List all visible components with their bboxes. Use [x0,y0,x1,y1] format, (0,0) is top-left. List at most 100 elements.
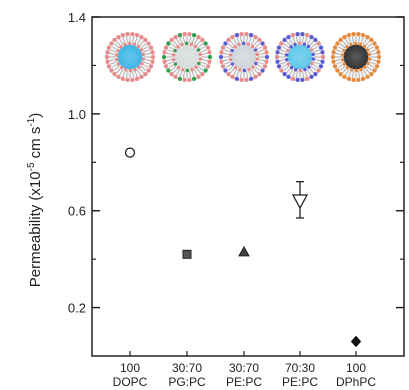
lipid-tail [167,61,174,65]
headgroup-outer [120,33,125,38]
lipid-tail [362,68,367,76]
headgroup-outer [226,37,231,43]
lipid-tail [279,59,287,61]
lipid-tail [140,65,147,71]
vesicle-core-shade [174,44,200,70]
vesicle-icon [104,32,156,82]
lipid-tail [308,67,314,74]
lipid-tail [360,70,364,77]
headgroup-outer [207,59,212,64]
lipid-tail [233,68,238,76]
headgroup-outer [143,37,148,43]
headgroup-outer [135,33,140,38]
x-tick-label-line1: 30:70 [229,361,259,375]
headgroup-outer [376,50,381,55]
lipid-tail [134,70,138,77]
headgroup-outer [169,71,174,77]
headgroup-inner [230,48,234,53]
headgroup-outer [166,68,171,73]
vesicle-icon [330,32,382,82]
ylabel-part-2: cm s [27,127,44,163]
lipid-tail [116,40,122,47]
lipid-tail [143,49,150,53]
headgroup-outer [200,37,205,43]
lipid-tail [248,70,252,77]
point-pepc-70-30 [291,194,309,210]
headgroup-outer [356,77,361,82]
headgroup-outer [187,77,192,82]
lipid-tail [342,40,348,47]
headgroup-inner [307,65,311,69]
x-tick-label-line2: DPhPC [336,375,376,389]
headgroup-inner [302,42,307,46]
headgroup-outer [342,34,347,40]
headgroup-outer [376,59,381,64]
lipid-tail [170,65,177,71]
lipid-tail [255,46,263,51]
lipid-tail [369,61,376,65]
lipid-tail [198,46,206,51]
lipid-tail [304,70,308,77]
headgroup-outer [264,54,270,60]
headgroup-outer [372,68,377,73]
headgroup-outer [331,50,336,55]
headgroup-outer [163,45,169,50]
headgroup-outer [192,76,197,81]
headgroup-outer [150,54,156,60]
headgroup-inner [306,44,311,49]
headgroup-outer [295,77,300,82]
headgroup-outer [219,59,224,64]
lipid-tail [257,49,264,53]
axes: 0.20.61.01.4100DOPC30:70PG:PC30:70PE:PC7… [68,10,405,389]
ylabel-exponent-2: -1 [26,117,37,126]
headgroup-inner [123,68,128,72]
headgroup-inner [289,65,294,70]
lipid-tail [369,59,377,61]
lipid-tail [176,68,181,76]
lipid-tail [197,65,204,71]
headgroup-outer [148,45,154,50]
lipid-tail [339,43,346,49]
headgroup-outer [220,45,226,50]
lipid-tail [141,63,149,68]
lipid-tail [286,67,292,74]
lipid-tail [140,43,147,49]
headgroup-outer [372,41,377,46]
headgroup-outer [187,32,192,37]
lipid-tail [179,70,183,77]
lipid-tail [176,38,181,46]
headgroup-inner [198,57,203,61]
lipid-tail [168,46,176,51]
headgroup-outer [330,54,336,60]
lipid-tail [257,59,265,61]
headgroup-outer [313,37,318,43]
headgroup-outer [244,32,249,37]
lipid-tail [250,68,255,76]
headgroup-inner [128,68,133,73]
lipid-tail [132,36,134,44]
headgroup-outer [112,37,117,43]
lipid-tail [296,70,298,78]
lipid-tail [257,61,264,65]
headgroup-outer [365,34,370,40]
headgroup-outer [173,34,178,40]
headgroup-outer [374,64,380,69]
lipid-tail [313,61,320,65]
headgroup-outer [182,32,187,37]
lipid-tail [227,43,234,49]
vesicle-icon [161,32,213,82]
lipid-tail [166,59,174,61]
lipid-tail [360,37,364,44]
lipid-tail [240,70,242,78]
lipid-tail [348,70,352,77]
headgroup-inner [189,42,194,46]
headgroup-inner [293,68,298,72]
vesicle-core-shade [343,44,369,70]
headgroup-inner [198,52,202,57]
lipid-tail [335,59,343,61]
headgroup-outer [253,74,258,80]
headgroup-inner [251,65,255,69]
headgroup-inner [141,52,145,57]
lipid-tail [113,65,120,71]
headgroup-outer [342,74,347,80]
